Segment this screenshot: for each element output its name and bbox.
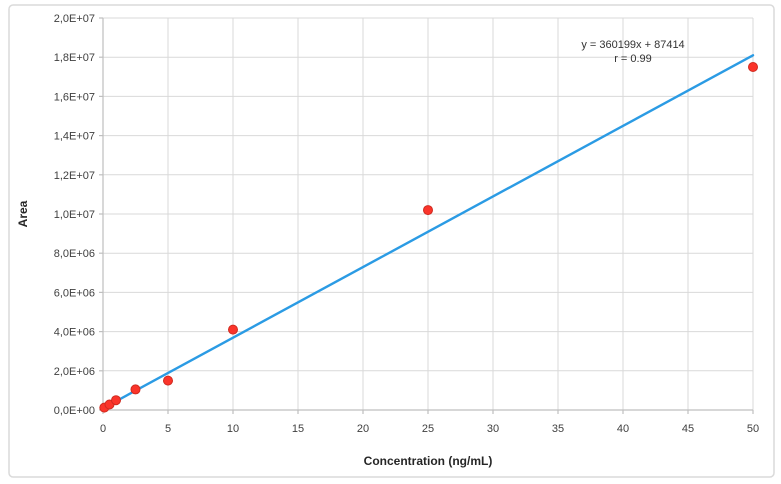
y-tick-label: 2,0E+06: [54, 366, 95, 378]
y-tick-label: 1,4E+07: [54, 131, 95, 143]
y-tick-label: 6,0E+06: [54, 287, 95, 299]
y-tick-label: 8,0E+06: [54, 248, 95, 260]
y-tick-label: 1,0E+07: [54, 209, 95, 221]
y-tick-label: 1,2E+07: [54, 170, 95, 182]
y-tick-label: 1,6E+07: [54, 91, 95, 103]
tick-labels: 0 5 10 15 20 25 30 35 40 45 50 0,0E+00 2,0E+06 4,0E+0…: [54, 13, 759, 435]
y-tick-label: 4,0E+06: [54, 327, 95, 339]
x-tick-label: 45: [682, 423, 694, 435]
data-point: [423, 205, 433, 216]
x-tick-label: 10: [227, 423, 239, 435]
x-tick-label: 5: [165, 423, 171, 435]
x-tick-label: 25: [422, 423, 434, 435]
data-series: [99, 54, 758, 413]
y-tick-label: 2,0E+07: [54, 13, 95, 25]
y-axis-title: Area: [16, 200, 30, 227]
x-axis-title: Concentration (ng/mL): [364, 454, 493, 468]
x-tick-label: 30: [487, 423, 499, 435]
data-point: [748, 62, 758, 72]
x-tick-label: 20: [357, 423, 369, 435]
data-point: [130, 384, 141, 395]
trendline-equation-label: y = 360199x + 87414: [581, 39, 684, 51]
correlation-coefficient-label: r = 0.99: [614, 53, 652, 65]
trend-line: [101, 54, 755, 410]
data-point: [163, 375, 173, 386]
y-tick-label: 1,8E+07: [54, 52, 95, 64]
y-tick-label: 0,0E+00: [54, 405, 95, 417]
data-point: [111, 395, 121, 406]
x-tick-label: 35: [552, 423, 564, 435]
x-tick-label: 40: [617, 423, 629, 435]
data-point: [228, 324, 238, 335]
figure-border: [8, 4, 775, 478]
x-tick-label: 50: [747, 423, 759, 435]
x-tick-label: 0: [100, 423, 106, 435]
axis-ticks: [99, 17, 754, 414]
x-tick-label: 15: [292, 423, 304, 435]
